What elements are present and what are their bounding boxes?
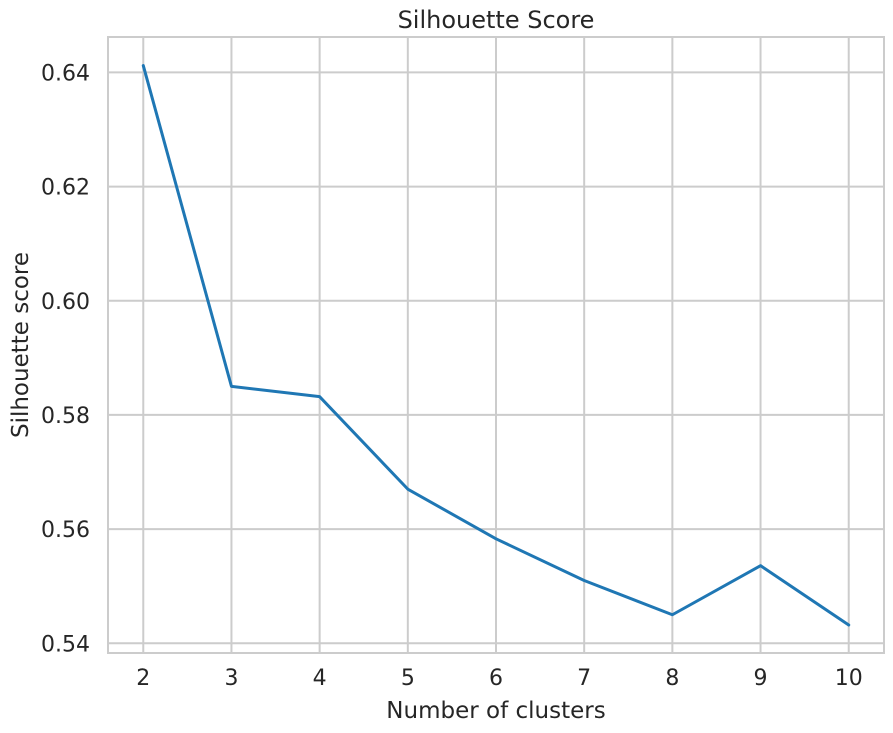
x-tick-label: 8 bbox=[665, 666, 679, 691]
plot-area-frame bbox=[107, 36, 885, 654]
series-layer bbox=[141, 64, 851, 627]
x-tick-label: 9 bbox=[754, 666, 768, 691]
x-tick-label: 7 bbox=[577, 666, 591, 691]
y-tick-labels: 0.54 0.56 0.58 0.60 0.62 0.64 bbox=[41, 61, 90, 657]
x-tick-label: 4 bbox=[313, 666, 327, 691]
x-tick-label: 5 bbox=[401, 666, 415, 691]
x-tick-labels: 2 3 4 5 6 7 8 9 10 bbox=[136, 666, 862, 691]
x-tick-label: 10 bbox=[835, 666, 863, 691]
chart-title: Silhouette Score bbox=[398, 6, 595, 34]
x-tick-label: 6 bbox=[489, 666, 503, 691]
y-tick-label: 0.54 bbox=[41, 632, 90, 657]
x-axis-title: Number of clusters bbox=[386, 698, 605, 724]
y-tick-label: 0.64 bbox=[41, 61, 90, 86]
y-tick-label: 0.56 bbox=[41, 518, 90, 543]
series-line bbox=[141, 64, 851, 627]
x-tick-label: 2 bbox=[136, 666, 150, 691]
y-tick-label: 0.58 bbox=[41, 404, 90, 429]
x-tick-label: 3 bbox=[224, 666, 238, 691]
grid-lines bbox=[108, 37, 884, 653]
y-tick-label: 0.60 bbox=[41, 290, 90, 315]
y-tick-label: 0.62 bbox=[41, 176, 90, 201]
y-axis-title: Silhouette score bbox=[8, 252, 34, 438]
